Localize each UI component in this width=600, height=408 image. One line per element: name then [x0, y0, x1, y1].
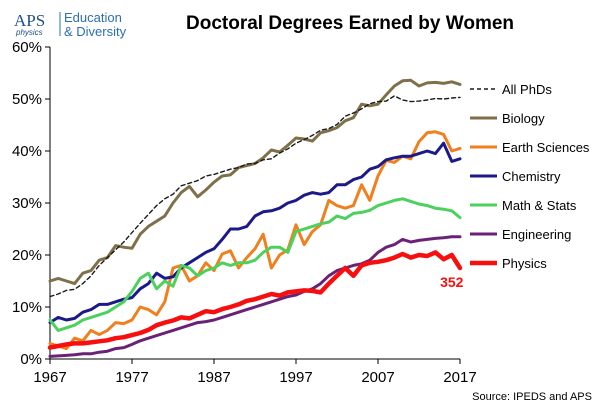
legend-label-math: Math & Stats	[502, 198, 577, 213]
x-tick-label: 2007	[361, 369, 394, 386]
source-note: Source: IPEDS and APS	[472, 391, 592, 403]
legend-label-all-phds: All PhDs	[502, 82, 552, 97]
x-tick-label: 1977	[115, 369, 148, 386]
logo-line1: Education	[64, 10, 122, 25]
aps-logo: APS physics Education & Diversity	[14, 10, 127, 39]
logo-sub: physics	[15, 28, 43, 37]
legend-label-chemistry: Chemistry	[502, 169, 561, 184]
series-line-all-phds	[49, 95, 461, 298]
legend-label-physics: Physics	[502, 256, 547, 271]
y-tick-label: 20%	[12, 247, 42, 264]
legend-label-earth: Earth Sciences	[502, 140, 590, 155]
legend-label-engineering: Engineering	[502, 227, 571, 242]
series-line-earth	[48, 130, 462, 351]
x-tick-label: 2017	[443, 369, 476, 386]
x-tick-label: 1987	[197, 369, 230, 386]
y-tick-label: 40%	[12, 143, 42, 160]
logo-line2: & Diversity	[64, 24, 127, 39]
legend: All PhDs Biology Earth Sciences Chemistry Ma…	[470, 82, 590, 271]
y-tick-label: 60%	[12, 39, 42, 56]
series-line-physics	[47, 250, 463, 350]
logo-name: APS	[14, 11, 45, 30]
legend-label-biology: Biology	[502, 111, 545, 126]
y-tick-group: 0% 10% 20% 30% 40% 50% 60%	[12, 39, 50, 368]
y-tick-label: 10%	[12, 299, 42, 316]
chart-title: Doctoral Degrees Earned by Women	[186, 13, 514, 34]
x-tick-label: 1997	[279, 369, 312, 386]
y-tick-label: 0%	[20, 351, 42, 368]
y-tick-label: 30%	[12, 195, 42, 212]
series-line-math	[48, 197, 462, 332]
series-layer	[47, 78, 463, 358]
y-tick-label: 50%	[12, 91, 42, 108]
physics-count-annotation: 352	[440, 274, 464, 290]
x-tick-label: 1967	[33, 369, 66, 386]
series-line-chemistry	[48, 141, 462, 325]
series-line-engineering	[48, 235, 462, 358]
x-tick-group: 1967 1977 1987 1997 2007 2017	[33, 359, 477, 386]
